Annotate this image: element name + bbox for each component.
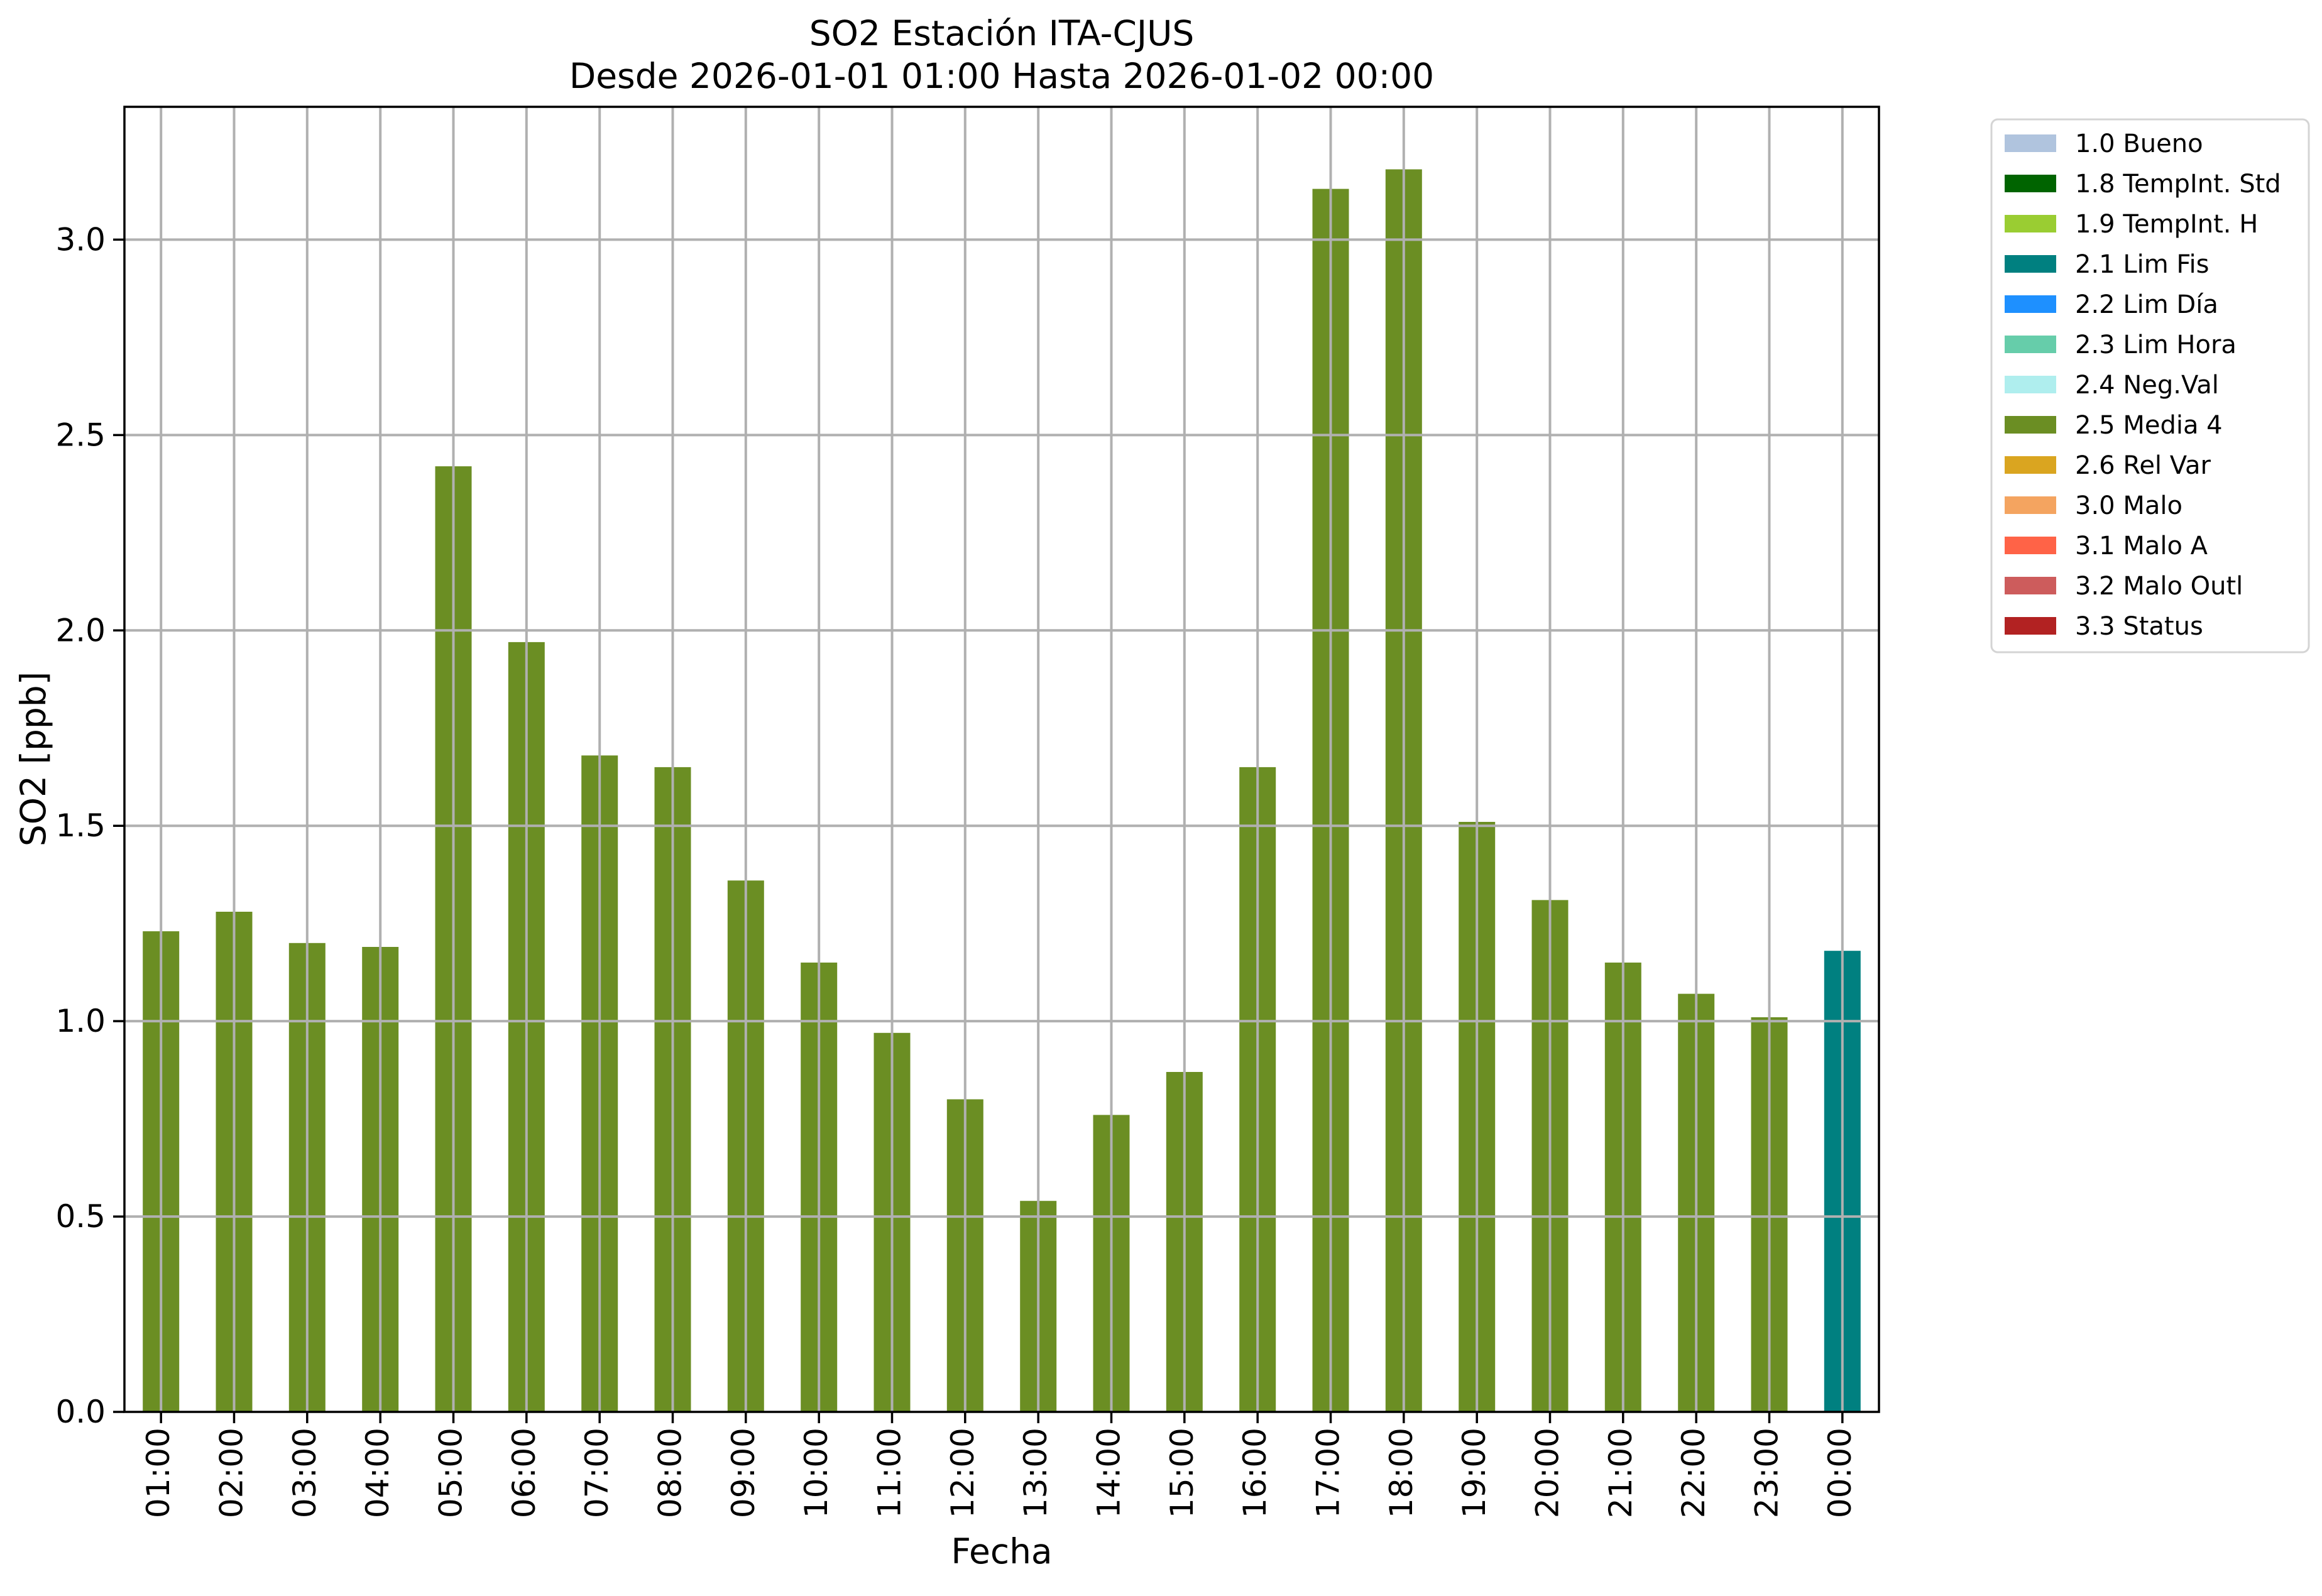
chart-subtitle: Desde 2026-01-01 01:00 Hasta 2026-01-02 … [569, 56, 1434, 96]
legend-item: 2.3 Lim Hora [2005, 331, 2237, 359]
legend-label: 1.9 TempInt. H [2075, 210, 2258, 239]
legend-item: 2.5 Media 4 [2005, 411, 2223, 440]
x-tick-label: 11:00 [872, 1428, 908, 1518]
legend-label: 2.5 Media 4 [2075, 411, 2223, 440]
grid-layer [124, 107, 1879, 1412]
y-tick-label: 0.0 [55, 1394, 106, 1430]
legend-label: 3.1 Malo A [2075, 532, 2208, 560]
x-tick-label: 21:00 [1602, 1428, 1639, 1518]
legend-label: 2.2 Lim Día [2075, 290, 2218, 319]
axes-layer [113, 106, 1880, 1423]
legend-item: 1.8 TempInt. Std [2005, 170, 2281, 199]
legend-swatch [2005, 376, 2056, 393]
x-tick-label: 23:00 [1749, 1428, 1785, 1518]
y-tick-label: 2.5 [55, 417, 106, 453]
legend-swatch [2005, 134, 2056, 152]
x-tick-label: 12:00 [945, 1428, 981, 1518]
x-tick-label: 16:00 [1237, 1428, 1273, 1518]
x-tick-label: 13:00 [1017, 1428, 1054, 1518]
legend-item: 1.0 Bueno [2005, 129, 2203, 158]
y-tick-label: 2.0 [55, 612, 106, 648]
legend-swatch [2005, 215, 2056, 232]
y-tick-label: 1.5 [55, 807, 106, 844]
legend-swatch [2005, 295, 2056, 313]
legend-item: 2.2 Lim Día [2005, 290, 2218, 319]
x-tick-label: 06:00 [506, 1428, 542, 1518]
legend-label: 1.8 TempInt. Std [2075, 170, 2281, 199]
legend-swatch [2005, 617, 2056, 635]
chart-title: SO2 Estación ITA-CJUS [809, 13, 1194, 53]
legend-frame [1990, 118, 2310, 653]
x-tick-label: 00:00 [1822, 1428, 1858, 1518]
y-tick-label: 3.0 [55, 221, 106, 258]
legend-label: 3.3 Status [2075, 612, 2203, 641]
legend-label: 2.4 Neg.Val [2075, 371, 2219, 400]
y-tick-label: 1.0 [55, 1003, 106, 1039]
y-axis-title: SO2 [ppb] [13, 672, 53, 846]
legend-label: 2.6 Rel Var [2075, 451, 2211, 480]
legend-item: 1.9 TempInt. H [2005, 210, 2258, 239]
x-tick-label: 10:00 [798, 1428, 835, 1518]
legend-item: 3.2 Malo Outl [2005, 572, 2243, 601]
legend-swatch [2005, 175, 2056, 192]
legend-label: 3.2 Malo Outl [2075, 572, 2243, 601]
x-tick-label: 17:00 [1310, 1428, 1347, 1518]
x-tick-label: 05:00 [433, 1428, 469, 1518]
legend-label: 1.0 Bueno [2075, 129, 2203, 158]
x-tick-label: 18:00 [1383, 1428, 1420, 1518]
x-tick-label: 02:00 [214, 1428, 250, 1518]
legend-item: 2.6 Rel Var [2005, 451, 2211, 480]
x-tick-label: 03:00 [287, 1428, 323, 1518]
legend-swatch [2005, 537, 2056, 554]
legend-item: 3.1 Malo A [2005, 532, 2208, 560]
legend-swatch [2005, 577, 2056, 594]
legend-item: 3.0 Malo [2005, 491, 2182, 520]
x-tick-label: 14:00 [1091, 1428, 1127, 1518]
legend-swatch [2005, 416, 2056, 434]
x-tick-label: 08:00 [652, 1428, 689, 1518]
legend: 1.0 Bueno 1.8 TempInt. Std 1.9 TempInt. H 2… [1990, 118, 2310, 653]
x-tick-label: 19:00 [1456, 1428, 1492, 1518]
legend-label: 2.3 Lim Hora [2075, 331, 2237, 359]
legend-swatch [2005, 336, 2056, 353]
legend-item: 2.4 Neg.Val [2005, 371, 2219, 400]
legend-item: 2.1 Lim Fis [2005, 250, 2209, 279]
x-axis-title: Fecha [951, 1531, 1052, 1571]
x-tick-label: 07:00 [579, 1428, 615, 1518]
x-tick-label: 09:00 [725, 1428, 762, 1518]
legend-swatch [2005, 496, 2056, 514]
x-tick-label: 01:00 [140, 1428, 177, 1518]
ticklabels-layer: 0.0 0.5 1.0 1.5 2.0 2.5 3.0 01:00 02:00 03:00 04:0… [55, 221, 1858, 1518]
x-tick-label: 22:00 [1675, 1428, 1712, 1518]
legend-swatch [2005, 456, 2056, 474]
x-tick-label: 04:00 [359, 1428, 396, 1518]
y-tick-label: 0.5 [55, 1198, 106, 1235]
legend-swatch [2005, 255, 2056, 273]
legend-item: 3.3 Status [2005, 612, 2203, 641]
legend-label: 2.1 Lim Fis [2075, 250, 2209, 279]
plot-border [123, 106, 1880, 1413]
x-tick-label: 20:00 [1530, 1428, 1566, 1518]
legend-label: 3.0 Malo [2075, 491, 2182, 520]
x-tick-label: 15:00 [1164, 1428, 1200, 1518]
